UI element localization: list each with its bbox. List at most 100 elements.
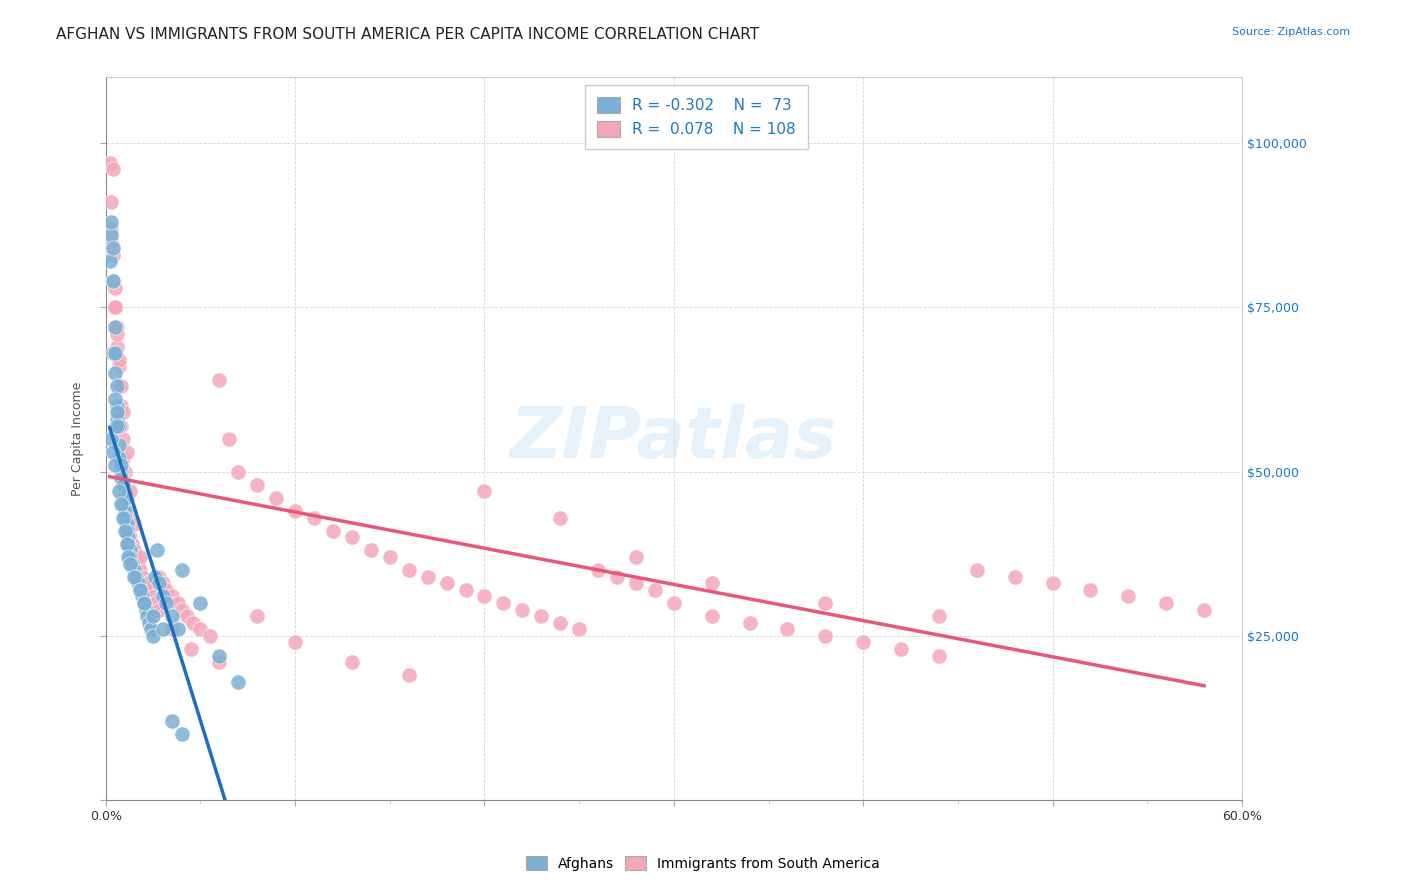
Point bbox=[114, 510, 136, 524]
Point bbox=[120, 530, 142, 544]
Point bbox=[398, 668, 420, 682]
Point bbox=[105, 399, 128, 413]
Point bbox=[105, 326, 128, 341]
Point bbox=[1154, 596, 1177, 610]
Point bbox=[111, 498, 134, 512]
Point bbox=[142, 629, 165, 643]
Point bbox=[208, 373, 231, 387]
Point bbox=[105, 412, 128, 426]
Point bbox=[1080, 582, 1102, 597]
Point bbox=[111, 491, 134, 505]
Point bbox=[128, 582, 150, 597]
Point bbox=[108, 451, 131, 466]
Point bbox=[170, 563, 193, 577]
Point bbox=[141, 590, 163, 604]
Point bbox=[111, 451, 134, 466]
Point bbox=[1116, 590, 1139, 604]
Text: Source: ZipAtlas.com: Source: ZipAtlas.com bbox=[1232, 27, 1350, 37]
Point bbox=[111, 477, 134, 491]
Point bbox=[110, 379, 132, 393]
Point bbox=[115, 504, 138, 518]
Point bbox=[108, 352, 131, 367]
Point bbox=[738, 615, 761, 630]
Point bbox=[246, 609, 269, 624]
Point bbox=[104, 320, 127, 334]
Point bbox=[122, 517, 145, 532]
Point bbox=[135, 602, 157, 616]
Point bbox=[1004, 570, 1026, 584]
Point bbox=[121, 537, 143, 551]
Point bbox=[624, 549, 647, 564]
Point bbox=[117, 537, 139, 551]
Point bbox=[128, 582, 150, 597]
Point bbox=[966, 563, 988, 577]
Point bbox=[117, 530, 139, 544]
Point bbox=[127, 557, 149, 571]
Point bbox=[530, 609, 553, 624]
Point bbox=[302, 510, 325, 524]
Point bbox=[890, 642, 912, 657]
Point bbox=[284, 635, 307, 649]
Point bbox=[218, 432, 240, 446]
Point bbox=[180, 642, 202, 657]
Point bbox=[190, 596, 212, 610]
Point bbox=[208, 648, 231, 663]
Point bbox=[108, 438, 131, 452]
Point bbox=[568, 622, 591, 636]
Point bbox=[152, 590, 174, 604]
Point bbox=[814, 629, 837, 643]
Point bbox=[100, 228, 122, 243]
Point bbox=[108, 418, 131, 433]
Point bbox=[127, 576, 149, 591]
Point bbox=[131, 570, 153, 584]
Point bbox=[166, 622, 188, 636]
Point bbox=[136, 609, 159, 624]
Point bbox=[246, 477, 269, 491]
Point bbox=[928, 609, 950, 624]
Point bbox=[114, 484, 136, 499]
Point bbox=[160, 622, 183, 636]
Point bbox=[103, 274, 125, 288]
Point bbox=[115, 491, 138, 505]
Point bbox=[110, 498, 132, 512]
Point bbox=[416, 570, 439, 584]
Point bbox=[146, 543, 169, 558]
Point bbox=[103, 346, 125, 360]
Point bbox=[114, 491, 136, 505]
Point bbox=[104, 458, 127, 472]
Point bbox=[104, 346, 127, 360]
Point bbox=[226, 465, 249, 479]
Point bbox=[624, 576, 647, 591]
Point bbox=[103, 274, 125, 288]
Point bbox=[340, 530, 363, 544]
Point bbox=[100, 432, 122, 446]
Point bbox=[104, 366, 127, 380]
Point bbox=[132, 596, 155, 610]
Point bbox=[176, 609, 198, 624]
Point bbox=[104, 301, 127, 315]
Point bbox=[436, 576, 458, 591]
Point bbox=[160, 590, 183, 604]
Point bbox=[170, 602, 193, 616]
Point bbox=[474, 484, 496, 499]
Point bbox=[284, 504, 307, 518]
Point bbox=[152, 576, 174, 591]
Point bbox=[114, 465, 136, 479]
Point bbox=[662, 596, 685, 610]
Point bbox=[100, 195, 122, 210]
Point bbox=[181, 615, 204, 630]
Point bbox=[103, 241, 125, 255]
Point bbox=[208, 655, 231, 669]
Point bbox=[120, 557, 142, 571]
Point bbox=[125, 549, 148, 564]
Point bbox=[117, 549, 139, 564]
Point bbox=[155, 596, 177, 610]
Point bbox=[111, 432, 134, 446]
Point bbox=[143, 596, 166, 610]
Point bbox=[548, 510, 571, 524]
Point bbox=[606, 570, 628, 584]
Point bbox=[152, 622, 174, 636]
Point bbox=[132, 576, 155, 591]
Point bbox=[170, 727, 193, 741]
Point bbox=[548, 615, 571, 630]
